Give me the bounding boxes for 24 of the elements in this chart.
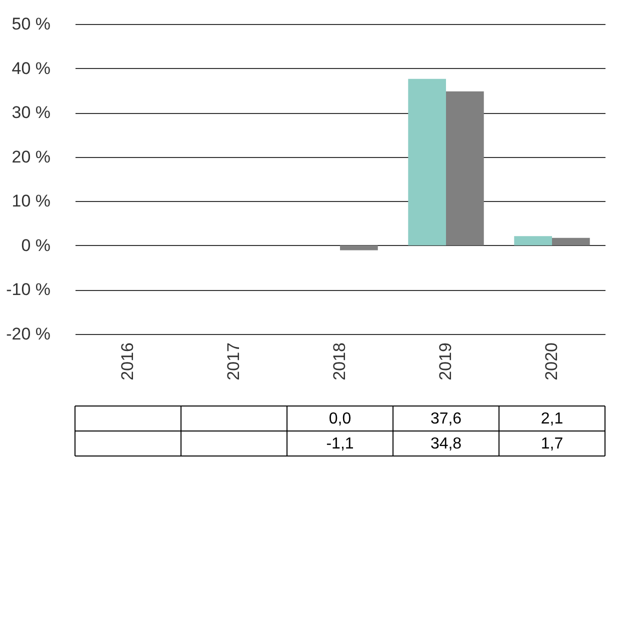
y-tick-label: 50 % [12, 14, 50, 34]
bar [552, 238, 590, 246]
data-label: 34,8 [430, 436, 462, 452]
y-tick-label: 10 % [12, 192, 50, 211]
y-tick-label: 40 % [12, 58, 50, 78]
x-tick-label: 2017 [224, 342, 243, 380]
y-tick-label: 30 % [12, 103, 50, 122]
x-tick-label: 2020 [542, 342, 561, 380]
data-label: 0,0 [328, 410, 352, 428]
y-tick-label: 20 % [12, 147, 50, 166]
data-label: -1,1 [326, 436, 354, 452]
y-tick-label: -20 % [6, 324, 50, 344]
x-tick-label: 2016 [118, 342, 137, 380]
y-tick-label: -10 % [6, 280, 50, 300]
data-label: 1,7 [540, 436, 564, 452]
bar [340, 245, 378, 250]
data-label: 2,1 [540, 410, 564, 428]
bar [408, 78, 446, 246]
x-tick-label: 2018 [330, 342, 349, 380]
data-label: 37,6 [430, 410, 462, 428]
bar [446, 91, 484, 246]
x-tick-label: 2019 [436, 342, 455, 380]
y-tick-label: 0 % [21, 236, 50, 255]
bar [514, 236, 552, 246]
